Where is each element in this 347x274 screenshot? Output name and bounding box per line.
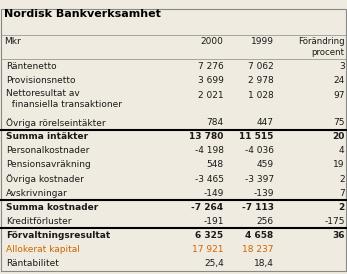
Text: 2 978: 2 978: [248, 76, 274, 85]
Text: Pensionsavräkning: Pensionsavräkning: [6, 161, 91, 169]
Text: -139: -139: [253, 189, 274, 198]
Text: 7: 7: [339, 189, 345, 198]
Text: 6 325: 6 325: [195, 231, 223, 240]
Text: 75: 75: [333, 118, 345, 127]
Text: 18,4: 18,4: [254, 259, 274, 268]
Text: 2: 2: [339, 175, 345, 184]
Text: 4: 4: [339, 146, 345, 155]
Text: Mkr: Mkr: [4, 38, 21, 47]
Text: 4 658: 4 658: [245, 231, 274, 240]
Text: 1999: 1999: [251, 38, 274, 47]
Text: Summa kostnader: Summa kostnader: [6, 203, 98, 212]
Text: 24: 24: [333, 76, 345, 85]
Text: -3 465: -3 465: [195, 175, 223, 184]
Text: Kreditförluster: Kreditförluster: [6, 217, 71, 226]
Text: 447: 447: [257, 118, 274, 127]
Text: 2 021: 2 021: [198, 92, 223, 101]
Text: -3 397: -3 397: [245, 175, 274, 184]
Text: 18 237: 18 237: [242, 245, 274, 254]
Text: Räntenetto: Räntenetto: [6, 62, 57, 71]
Text: 97: 97: [333, 92, 345, 101]
Text: 19: 19: [333, 161, 345, 169]
Text: Räntabilitet: Räntabilitet: [6, 259, 59, 268]
Text: 17 921: 17 921: [192, 245, 223, 254]
Text: 7 276: 7 276: [198, 62, 223, 71]
Text: Förändring
procent: Förändring procent: [298, 38, 345, 57]
Text: 3: 3: [339, 62, 345, 71]
Text: -4 036: -4 036: [245, 146, 274, 155]
Text: 2: 2: [338, 203, 345, 212]
Text: Nordisk Bankverksamhet: Nordisk Bankverksamhet: [4, 9, 161, 19]
Text: 13 780: 13 780: [189, 132, 223, 141]
Text: Summa intäkter: Summa intäkter: [6, 132, 88, 141]
Text: 36: 36: [332, 231, 345, 240]
Text: 20: 20: [332, 132, 345, 141]
Text: Allokerat kapital: Allokerat kapital: [6, 245, 80, 254]
Text: -7 264: -7 264: [192, 203, 223, 212]
Text: Övriga kostnader: Övriga kostnader: [6, 174, 84, 184]
Text: Avskrivningar: Avskrivningar: [6, 189, 68, 198]
Text: -4 198: -4 198: [195, 146, 223, 155]
Text: -149: -149: [203, 189, 223, 198]
Text: 459: 459: [256, 161, 274, 169]
Text: Personalkostnader: Personalkostnader: [6, 146, 89, 155]
Text: 784: 784: [206, 118, 223, 127]
Text: Nettoresultat av
  finansiella transaktioner: Nettoresultat av finansiella transaktion…: [6, 89, 122, 109]
Text: -7 113: -7 113: [242, 203, 274, 212]
Text: Övriga rörelseintäkter: Övriga rörelseintäkter: [6, 118, 105, 128]
Text: 3 699: 3 699: [198, 76, 223, 85]
Text: 2000: 2000: [201, 38, 223, 47]
Text: 25,4: 25,4: [204, 259, 223, 268]
Text: -175: -175: [324, 217, 345, 226]
Text: Förvaltningsresultat: Förvaltningsresultat: [6, 231, 110, 240]
Text: Provisionsnetto: Provisionsnetto: [6, 76, 75, 85]
Text: -191: -191: [203, 217, 223, 226]
Text: 1 028: 1 028: [248, 92, 274, 101]
Text: 7 062: 7 062: [248, 62, 274, 71]
Text: 11 515: 11 515: [239, 132, 274, 141]
Text: 548: 548: [206, 161, 223, 169]
Text: 256: 256: [256, 217, 274, 226]
